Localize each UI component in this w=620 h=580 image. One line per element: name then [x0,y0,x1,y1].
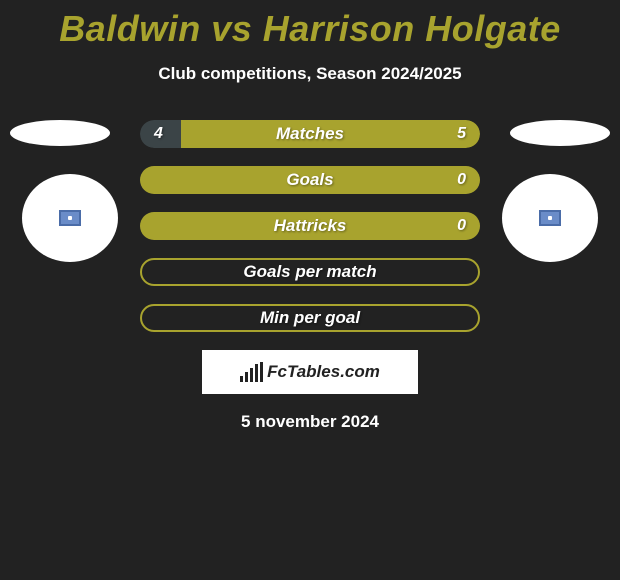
footer-date: 5 november 2024 [0,412,620,432]
stat-bar-min-per-goal: Min per goal [140,304,480,332]
stat-label: Matches [276,124,344,144]
right-team-badge [502,174,598,262]
stat-value-right: 0 [457,217,466,235]
stat-bar-hattricks: Hattricks 0 [140,212,480,240]
subtitle: Club competitions, Season 2024/2025 [0,64,620,84]
stat-value-right: 0 [457,171,466,189]
placeholder-crest-icon [539,210,561,226]
stat-value-right: 5 [457,125,466,143]
stat-value-left: 4 [154,125,163,143]
stat-bar-goals: Goals 0 [140,166,480,194]
left-team-ellipse [10,120,110,146]
stat-label: Min per goal [260,308,360,328]
stat-bar-matches: 4 Matches 5 [140,120,480,148]
stat-label: Hattricks [274,216,347,236]
stat-label: Goals per match [243,262,376,282]
branding-box: FcTables.com [202,350,418,394]
placeholder-crest-icon [59,210,81,226]
stat-bar-goals-per-match: Goals per match [140,258,480,286]
right-team-ellipse [510,120,610,146]
left-team-badge [22,174,118,262]
stat-bars: 4 Matches 5 Goals 0 Hattricks 0 Goals pe… [140,120,480,332]
page-title: Baldwin vs Harrison Holgate [0,0,620,50]
stat-label: Goals [286,170,333,190]
logo-text: FcTables.com [267,362,380,382]
comparison-area: 4 Matches 5 Goals 0 Hattricks 0 Goals pe… [0,120,620,432]
logo-bars-icon [240,362,263,382]
